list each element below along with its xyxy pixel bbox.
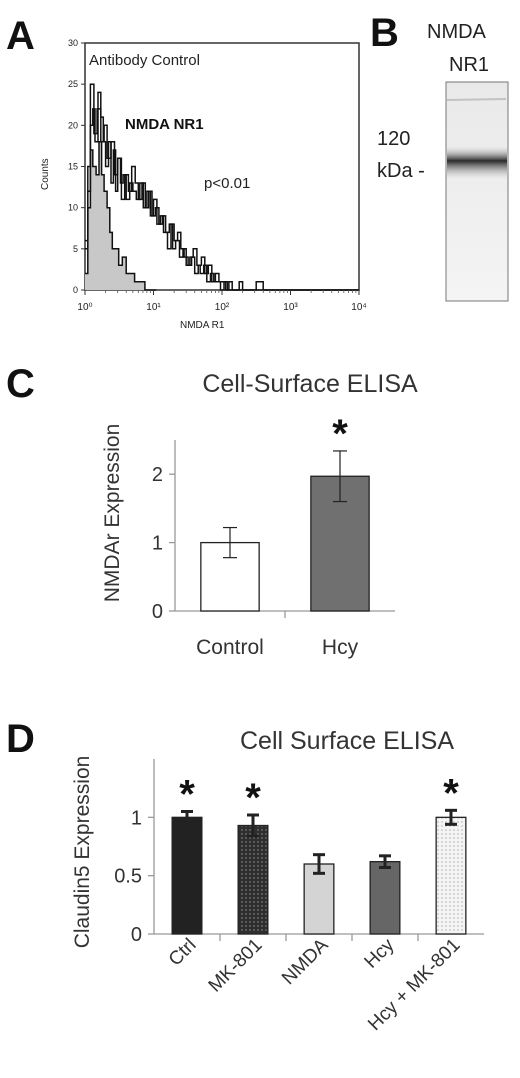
chart-c-y-tick-label-2: 2	[152, 464, 163, 486]
chart-d-significance-star-1: *	[245, 776, 261, 820]
blot-panel: NMDA NR1 120 kDa -	[377, 21, 509, 302]
blot-marker-line2: kDa -	[377, 160, 425, 182]
histogram-y-tick-label-5: 25	[68, 79, 78, 89]
chart-d-plot: 00.51*Ctrl*MK-801 NMDA Hcy*Hcy + MK-801	[114, 759, 484, 1035]
histogram-annotation: NMDA NR1	[125, 116, 204, 133]
chart-d-significance-star-4: *	[443, 771, 459, 815]
histogram-x-tick-label-0: 10⁰	[77, 302, 92, 313]
chart-d-y-tick-label-2: 1	[131, 807, 142, 829]
chart-d-y-tick-label-1: 0.5	[114, 866, 142, 888]
chart-d-category-label-3: Hcy	[361, 934, 399, 972]
blot-lane-label-line1: NMDA	[427, 21, 487, 43]
blot-band	[447, 146, 507, 179]
chart-c-y-tick-label-1: 1	[152, 533, 163, 555]
histogram-frame	[84, 42, 360, 291]
chart-d-bar-0	[171, 816, 203, 935]
histogram-y-ticks: 0 5 10 15 20 25 30	[68, 38, 85, 295]
chart-d-category-label-2: NMDA	[278, 934, 333, 989]
chart-c-plot: 0 1 2 Control * Hcy	[152, 412, 395, 659]
histogram-y-tick-label-1: 5	[73, 244, 78, 254]
histogram-x-tick-label-2: 10²	[215, 302, 230, 313]
histogram-y-tick-label-3: 15	[68, 162, 78, 172]
chart-d-category-label-0: Ctrl	[165, 935, 201, 971]
histogram-x-axis-label: NMDA R1	[180, 320, 225, 331]
chart-c-title: Cell-Surface ELISA	[202, 370, 418, 398]
histogram-fill-0	[85, 141, 157, 290]
blot-smear	[446, 98, 507, 101]
histogram-pvalue: p<0.01	[204, 175, 250, 192]
chart-d-category-label-1: MK-801	[205, 935, 267, 997]
blot-membrane	[445, 81, 509, 302]
chart-d-bar-1	[237, 824, 269, 935]
histogram-series	[85, 83, 359, 291]
chart-c-significance-star-1: *	[332, 412, 348, 456]
histogram-line-0	[85, 141, 157, 291]
histogram-y-tick-label-0: 0	[73, 285, 78, 295]
panel-label-a: A	[6, 14, 35, 58]
bar-chart-d: Cell Surface ELISA Claudin5 Expression 0…	[71, 727, 484, 1035]
panel-label-d: D	[6, 717, 35, 761]
histogram-x-tick-label-1: 10¹	[146, 302, 161, 313]
chart-c-category-label-0: Control	[196, 636, 264, 659]
chart-d-bar-4	[435, 816, 467, 935]
blot-marker-line1: 120	[377, 128, 410, 150]
panel-label-b: B	[370, 11, 399, 55]
blot-lane-label-line2: NR1	[449, 54, 489, 76]
histogram-x-ticks: 10⁰ 10¹ 10² 10³ 10⁴	[77, 290, 367, 313]
chart-c-y-axis-label: NMDAr Expression	[101, 424, 124, 603]
histogram-x-tick-label-4: 10⁴	[351, 302, 366, 313]
chart-d-y-axis-label: Claudin5 Expression	[71, 756, 94, 949]
histogram-y-tick-label-2: 10	[68, 203, 78, 213]
histogram-title: Antibody Control	[89, 52, 200, 69]
histogram-y-axis-label: Counts	[40, 158, 51, 190]
histogram-y-tick-label-4: 20	[68, 120, 78, 130]
panel-label-c: C	[6, 362, 35, 406]
chart-d-bar-2	[303, 863, 335, 935]
chart-d-y-tick-label-0: 0	[131, 924, 142, 946]
histogram-panel: 0 5 10 15 20 25 30 10⁰ 10¹ 10² 10³ 10⁴ Antibody Co…	[40, 38, 367, 331]
chart-d-significance-star-0: *	[179, 773, 195, 817]
bar-chart-c: Cell-Surface ELISA NMDAr Expression 0 1 2 C…	[101, 370, 418, 659]
histogram-y-tick-label-6: 30	[68, 38, 78, 48]
histogram-line-2	[85, 83, 359, 291]
chart-c-y-tick-label-0: 0	[152, 601, 163, 623]
histogram-x-tick-label-3: 10³	[283, 302, 298, 313]
chart-d-title: Cell Surface ELISA	[240, 727, 454, 755]
chart-d-bar-3	[369, 861, 401, 935]
chart-c-category-label-1: Hcy	[322, 636, 359, 659]
